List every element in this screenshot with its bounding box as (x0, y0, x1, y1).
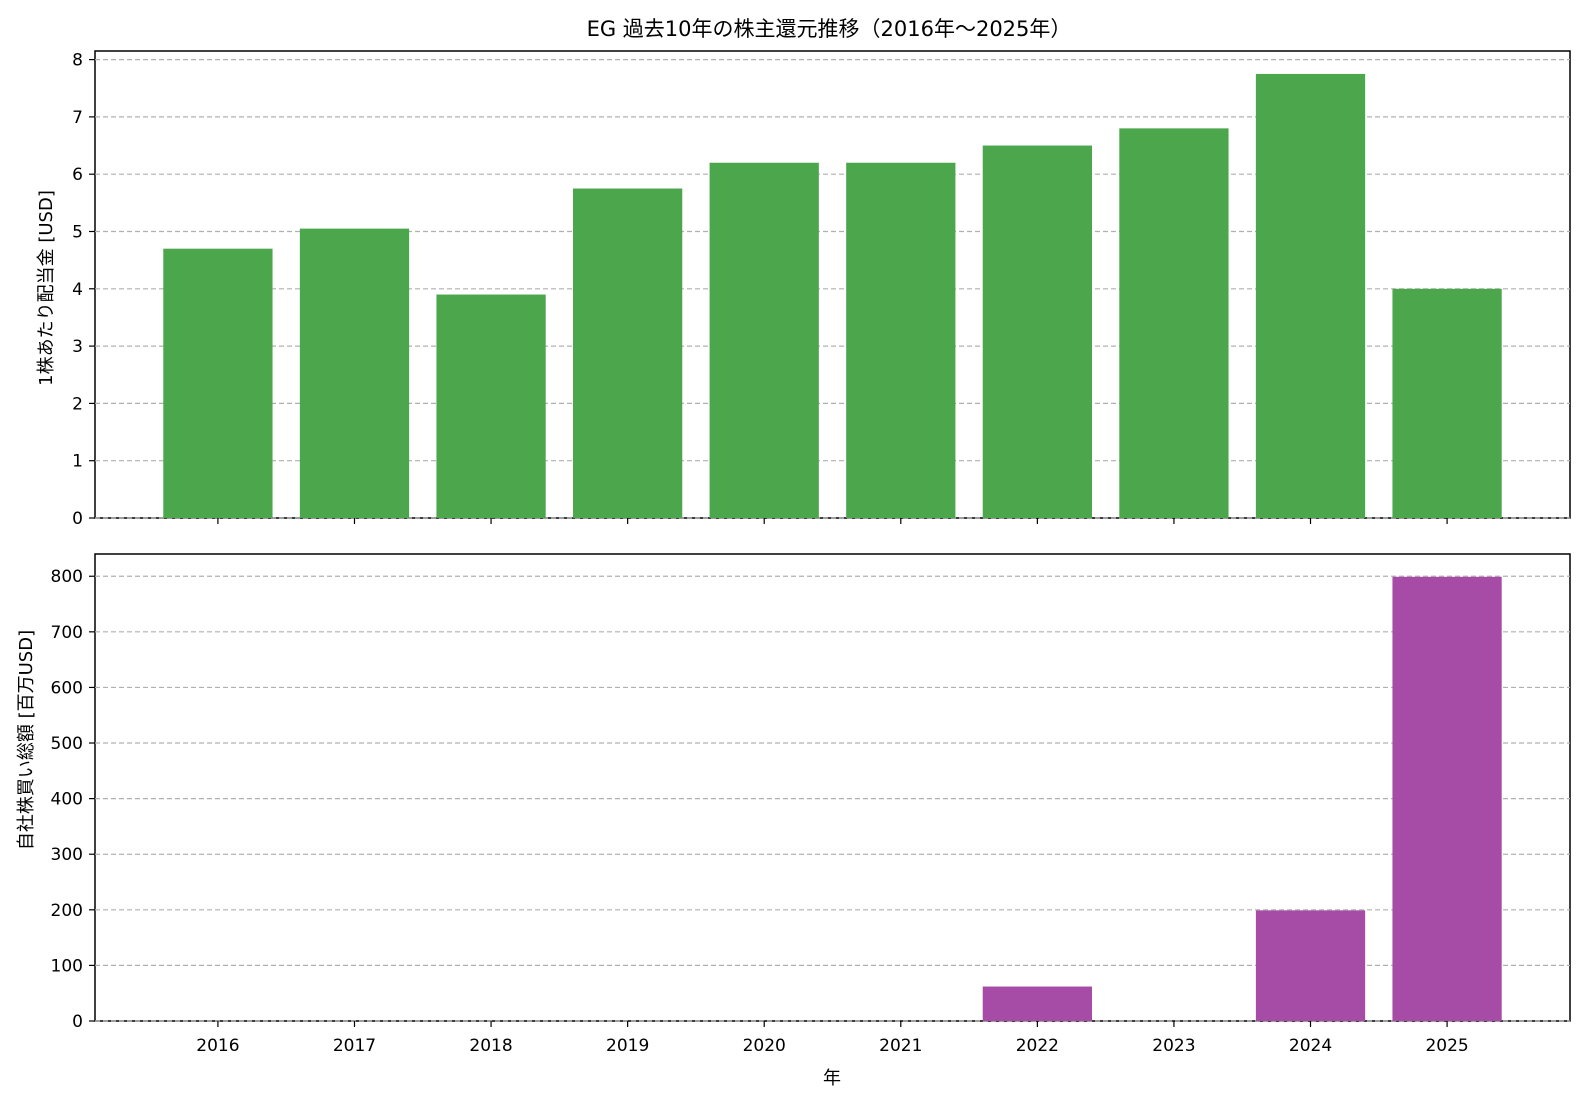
dividend-bar-2019 (573, 188, 683, 518)
buyback-x-ticks: 2016 2017 2018 2019 2020 2021 2022 2023 2024 2025 (196, 1021, 1469, 1056)
buyback-gridlines (95, 575, 1570, 1022)
dividend-y-tick-label: 1 (72, 452, 83, 472)
dividend-y-axis-label: 1株あたり配当金 [USD] (36, 190, 57, 386)
buyback-bars (982, 576, 1502, 1021)
dividend-bar-2016 (163, 248, 273, 518)
dividend-y-tick-label: 2 (72, 394, 83, 414)
buyback-y-tick-label: 0 (72, 1012, 83, 1032)
dividend-bars (163, 73, 1502, 519)
buyback-x-tick-label: 2023 (1152, 1036, 1195, 1056)
buyback-x-tick-label: 2016 (196, 1036, 239, 1056)
buyback-y-tick-label: 100 (51, 956, 83, 976)
dividend-bar-2018 (436, 294, 546, 518)
dividend-y-tick-label: 4 (72, 280, 83, 300)
dividend-y-ticks: 0 1 2 3 4 5 6 7 8 (72, 51, 95, 529)
buyback-x-tick-label: 2021 (879, 1036, 922, 1056)
buyback-y-tick-label: 700 (51, 623, 83, 643)
dividend-bar-2020 (709, 162, 819, 518)
dividend-bar-2022 (982, 145, 1092, 518)
buyback-y-ticks: 0 100 200 300 400 500 600 700 800 (51, 567, 95, 1032)
buyback-x-tick-label: 2017 (333, 1036, 376, 1056)
buyback-bar-2022 (982, 986, 1092, 1021)
dividend-y-tick-label: 8 (72, 51, 83, 71)
dividend-y-tick-label: 3 (72, 337, 83, 357)
buyback-x-tick-label: 2024 (1289, 1036, 1332, 1056)
dividend-y-tick-label: 0 (72, 509, 83, 529)
dividend-bar-2024 (1255, 73, 1366, 519)
buyback-y-tick-label: 500 (51, 734, 83, 754)
chart-title: EG 過去10年の株主還元推移（2016年～2025年） (587, 17, 1072, 41)
dividend-bar-2021 (846, 162, 956, 518)
buyback-x-tick-label: 2020 (743, 1036, 786, 1056)
dividend-y-tick-label: 7 (72, 108, 83, 128)
dividend-x-ticks (217, 518, 1448, 524)
buyback-y-tick-label: 800 (51, 567, 83, 587)
buyback-y-tick-label: 600 (51, 678, 83, 698)
buyback-bar-2024 (1255, 910, 1366, 1021)
buyback-x-tick-label: 2025 (1425, 1036, 1468, 1056)
dividend-panel: 0 1 2 3 4 5 6 7 8 1株あたり配当金 [USD] (36, 50, 1571, 529)
dividend-bar-2017 (299, 228, 410, 518)
buyback-y-axis-label: 自社株買い総額 [百万USD] (16, 630, 37, 850)
x-axis-label: 年 (823, 1068, 841, 1089)
buyback-bar-2025 (1392, 576, 1502, 1021)
buyback-x-tick-label: 2022 (1016, 1036, 1059, 1056)
dividend-y-tick-label: 6 (72, 165, 83, 185)
buyback-y-tick-label: 400 (51, 790, 83, 810)
dividend-bar-2025 (1392, 288, 1502, 518)
buyback-x-tick-label: 2019 (606, 1036, 649, 1056)
dividend-bar-2023 (1119, 128, 1229, 518)
buyback-y-tick-label: 200 (51, 901, 83, 921)
buyback-x-tick-label: 2018 (469, 1036, 512, 1056)
dividend-gridlines (95, 58, 1570, 519)
dividend-y-tick-label: 5 (72, 222, 83, 242)
buyback-y-tick-label: 300 (51, 845, 83, 865)
